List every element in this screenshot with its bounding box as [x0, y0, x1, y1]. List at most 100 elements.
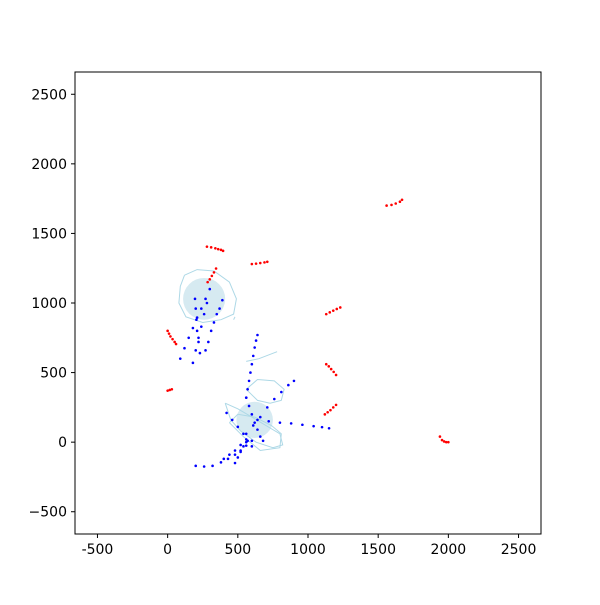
red-point — [400, 198, 404, 202]
red-point — [166, 389, 169, 392]
blue-point — [242, 432, 245, 436]
y-tick-label: 1500 — [31, 226, 67, 242]
blue-point — [287, 383, 290, 387]
red-point — [258, 261, 262, 265]
blue-point — [225, 411, 228, 415]
y-tick-label: −500 — [29, 505, 67, 521]
blue-point — [258, 415, 262, 419]
blue-point — [212, 321, 216, 324]
red-point — [329, 408, 332, 412]
red-point — [324, 312, 328, 316]
y-tick-label: 1000 — [31, 296, 67, 312]
y-axis-ticks: −500 0 500 1000 1500 2000 2500 — [29, 87, 75, 521]
y-tick-label: 0 — [58, 435, 67, 451]
red-point — [329, 367, 333, 371]
blue-point — [218, 307, 221, 310]
red-point — [440, 438, 444, 442]
blue-point — [251, 354, 255, 358]
red-point — [398, 200, 402, 203]
x-tick-label: 2500 — [501, 542, 537, 558]
x-tick-label: 0 — [163, 542, 172, 558]
red-point — [208, 278, 212, 281]
red-point — [216, 247, 220, 251]
outline-curve-3 — [245, 378, 285, 404]
red-point — [221, 249, 225, 253]
red-point — [205, 245, 209, 248]
blue-point — [250, 413, 254, 416]
red-point — [444, 440, 448, 444]
blue-point — [250, 445, 254, 448]
blue-point — [246, 387, 249, 391]
y-tick-label: 500 — [40, 366, 67, 382]
red-point — [323, 413, 327, 416]
blue-point — [256, 418, 259, 422]
blue-point — [178, 357, 182, 360]
shaded-region-1 — [183, 277, 226, 320]
blue-point — [258, 435, 262, 438]
blue-point — [251, 424, 255, 427]
red-point — [170, 387, 174, 391]
x-tick-label: 1500 — [360, 542, 396, 558]
blue-point — [222, 457, 226, 461]
x-tick-label: 500 — [224, 542, 251, 558]
blue-point — [244, 396, 248, 399]
blue-point — [194, 307, 198, 310]
blue-point — [197, 336, 200, 340]
blue-point — [320, 425, 324, 429]
blue-point — [194, 349, 198, 352]
blue-point — [204, 349, 207, 352]
blue-point — [226, 457, 230, 461]
blue-point — [187, 336, 190, 340]
blue-point — [261, 439, 265, 443]
blue-point — [327, 426, 331, 430]
red-point — [324, 362, 328, 366]
x-tick-label: 1000 — [290, 542, 326, 558]
red-point — [442, 440, 446, 443]
blue-point — [244, 440, 248, 444]
red-point — [166, 329, 169, 333]
blue-point — [219, 461, 223, 464]
red-point — [169, 335, 172, 338]
blue-point — [194, 464, 198, 468]
scatter-points — [166, 198, 450, 468]
blue-point — [292, 379, 296, 383]
y-tick-label: 2000 — [31, 157, 67, 173]
blue-point — [207, 340, 210, 344]
blue-point — [233, 461, 237, 465]
red-point — [447, 440, 450, 444]
red-point — [173, 340, 176, 344]
blue-point — [200, 307, 203, 310]
blue-point — [215, 312, 219, 316]
red-point — [206, 280, 209, 284]
blue-point — [253, 346, 256, 349]
blue-point — [205, 301, 209, 305]
blue-point — [244, 432, 248, 436]
blue-point — [236, 456, 240, 459]
blue-point — [236, 425, 240, 429]
blue-point — [233, 449, 237, 452]
x-tick-label: -500 — [82, 542, 114, 558]
blue-point — [256, 428, 259, 431]
blue-point — [230, 418, 234, 422]
red-point — [265, 260, 269, 264]
y-tick-label: 2500 — [31, 87, 67, 103]
blue-point — [195, 318, 198, 321]
red-point — [331, 309, 335, 312]
blue-point — [250, 362, 254, 366]
blue-point — [267, 419, 270, 423]
blue-point — [253, 421, 256, 424]
shaded-region-2 — [236, 401, 273, 438]
blue-point — [273, 397, 276, 401]
blue-point — [200, 325, 203, 328]
outline-curve-6 — [246, 351, 278, 362]
blue-point — [254, 339, 258, 342]
blue-point — [197, 340, 200, 344]
blue-point — [242, 445, 245, 448]
blue-point — [195, 316, 199, 319]
red-point — [390, 203, 393, 207]
outline-curve-4 — [229, 413, 282, 452]
red-point — [334, 403, 338, 407]
blue-point — [247, 379, 251, 383]
red-point — [394, 202, 398, 205]
